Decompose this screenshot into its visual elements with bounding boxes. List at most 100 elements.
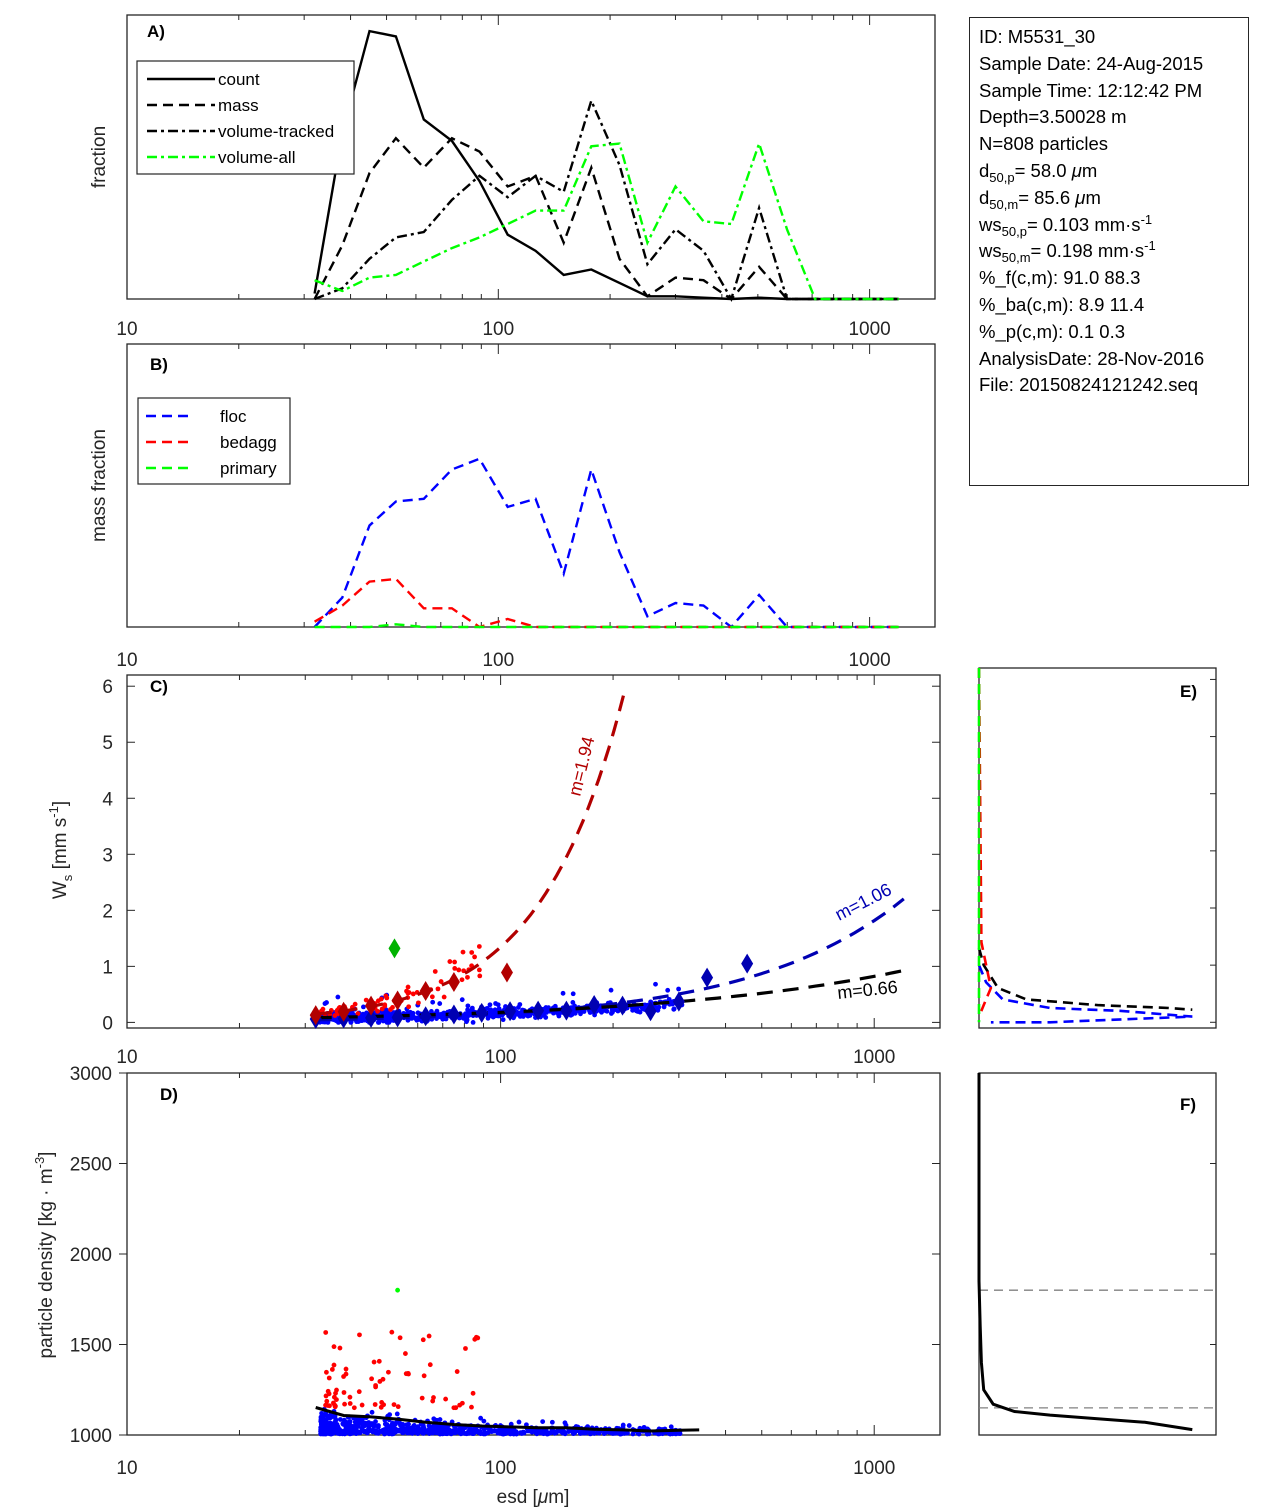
y-axis-title: mass fraction (89, 429, 110, 542)
particle-point (356, 1389, 362, 1395)
legend-label: mass (218, 96, 259, 115)
particle-point (323, 1330, 329, 1335)
particle-point (546, 1430, 551, 1436)
particle-point (511, 1431, 517, 1437)
y-tick-label: 6 (102, 677, 113, 698)
particle-point (406, 1004, 412, 1010)
particle-point (366, 1423, 372, 1429)
particle-point (390, 1420, 395, 1426)
y-tick-label: 1 (102, 957, 113, 978)
binned-mean-marker (701, 967, 714, 988)
legend-label: floc (220, 407, 247, 426)
particle-point (342, 1401, 347, 1407)
info-sub: 50,m (989, 196, 1019, 212)
info-line: %_ba(c,m): 8.9 11.4 (979, 292, 1248, 319)
particle-point (667, 1431, 673, 1437)
particle-point (322, 1431, 327, 1437)
particle-point (420, 1423, 426, 1429)
legend-label: count (218, 70, 260, 89)
particle-point (420, 1337, 426, 1343)
particle-point (476, 944, 482, 949)
y-tick-label: 0 (102, 1013, 113, 1034)
y-axis-title: particle density [kg · m-3] (32, 1152, 57, 1359)
particle-point (332, 1013, 338, 1018)
particle-point (384, 1018, 390, 1023)
binned-mean-marker (741, 953, 754, 974)
particle-point (383, 993, 389, 999)
x-tick-label: 1000 (848, 319, 890, 340)
particle-point (380, 1376, 386, 1382)
particle-point (427, 1362, 433, 1368)
binned-mean-marker (365, 1007, 378, 1028)
particle-point (466, 1430, 472, 1436)
particle-point (463, 1014, 468, 1019)
info-line: ws50,p= 0.103 mm·s-1 (979, 212, 1248, 239)
particle-point (395, 1287, 400, 1293)
binned-mean-marker (588, 995, 601, 1016)
binned-mean-marker (532, 1000, 545, 1021)
particle-point (342, 1422, 348, 1428)
particle-point (516, 1005, 521, 1010)
particle-point (470, 1019, 476, 1025)
info-line: Sample Date: 24-Aug-2015 (979, 51, 1248, 78)
particle-point (478, 1415, 484, 1421)
particle-point (376, 1019, 382, 1025)
legend-label: bedagg (220, 433, 277, 452)
info-text: N=808 particles (979, 133, 1109, 155)
info-rest: = 0.198 mm·s (1030, 240, 1145, 262)
particle-point (369, 1421, 375, 1426)
particle-point (676, 986, 681, 992)
particle-point (460, 949, 466, 955)
particle-point (376, 1423, 381, 1428)
particle-point (477, 973, 483, 979)
particle-point (577, 1431, 583, 1436)
particle-point (456, 1430, 462, 1436)
particle-point (525, 1428, 531, 1434)
particle-point (500, 1017, 506, 1023)
particle-point (549, 1419, 555, 1425)
particle-point (405, 990, 411, 996)
particle-point (357, 1332, 362, 1338)
y-tick-label: 2000 (70, 1245, 112, 1266)
particle-point (415, 1010, 421, 1016)
x-tick-label: 10 (116, 1047, 137, 1068)
particle-point (379, 1006, 385, 1012)
binned-mean-marker (337, 1001, 350, 1022)
particle-point (369, 1376, 375, 1382)
particle-point (456, 967, 462, 973)
particle-point (426, 1333, 432, 1339)
particle-point (332, 1404, 338, 1410)
particle-point (665, 987, 671, 993)
legend-label: volume-tracked (218, 122, 334, 141)
particle-point (457, 1402, 463, 1408)
panel-b-frame (126, 343, 936, 628)
particle-point (324, 1413, 330, 1419)
cdf-line-bedagg (977, 667, 993, 1018)
particle-point (600, 1008, 606, 1013)
particle-point (352, 1001, 358, 1007)
particle-point (361, 1013, 367, 1018)
particle-point (375, 998, 381, 1004)
particle-point (421, 1373, 427, 1379)
particle-point (437, 1001, 443, 1006)
info-text: %_ba(c,m): 8.9 11.4 (979, 293, 1145, 315)
binned-mean-marker (419, 981, 432, 1002)
panel-label-a: A) (147, 22, 165, 41)
particle-point (626, 1423, 632, 1428)
info-sub: 50,m (1001, 250, 1031, 266)
particle-point (438, 979, 444, 984)
particle-point (347, 1394, 353, 1400)
binned-mean-marker (672, 991, 685, 1012)
legend-label: volume-all (218, 148, 295, 167)
info-base: d (979, 159, 990, 181)
y-tick-label: 2500 (70, 1155, 112, 1176)
info-text: Sample Time: 12:12:42 PM (979, 79, 1203, 101)
cdf-line-all (977, 947, 1193, 1011)
binned-mean-marker (419, 1006, 432, 1027)
particle-point (540, 1419, 546, 1424)
particle-point (432, 969, 438, 974)
panel-a-frame (126, 14, 936, 300)
fit-annotation: m=1.94 (564, 734, 598, 798)
particle-point (430, 1423, 436, 1429)
x-tick-label: 10 (116, 319, 137, 340)
